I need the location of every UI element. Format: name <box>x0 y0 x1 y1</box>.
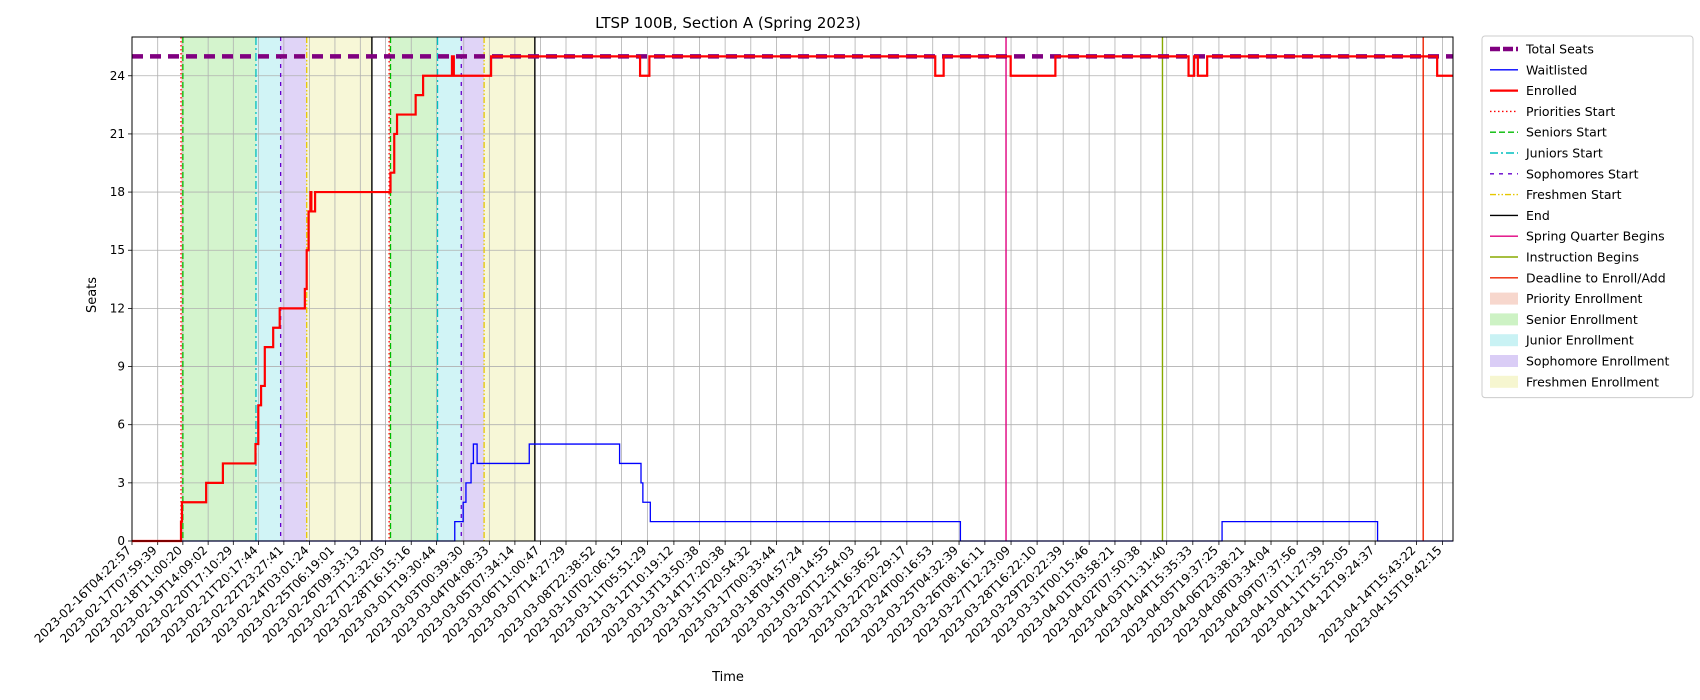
legend-swatch <box>1490 334 1518 347</box>
legend-label: Priority Enrollment <box>1526 291 1643 306</box>
y-tick-label: 15 <box>110 243 125 257</box>
legend-label: Senior Enrollment <box>1526 312 1638 327</box>
legend-swatch <box>1490 292 1518 305</box>
x-axis-title: Time <box>711 670 744 685</box>
period-band <box>390 37 438 541</box>
period-band <box>484 37 535 541</box>
legend-label: Juniors Start <box>1525 146 1603 161</box>
legend-label: Junior Enrollment <box>1525 333 1634 348</box>
series-line <box>132 443 1453 542</box>
legend-swatch <box>1490 355 1518 367</box>
legend-label: Instruction Begins <box>1526 250 1639 265</box>
legend-label: Spring Quarter Begins <box>1526 229 1665 244</box>
y-axis-title: Seats <box>85 277 100 313</box>
y-tick-label: 21 <box>110 127 125 141</box>
period-band <box>461 37 485 541</box>
period-band <box>180 37 183 541</box>
y-tick-label: 3 <box>117 476 125 490</box>
legend-box <box>1481 35 1694 399</box>
plot-area: 2023-02-16T04:22:572023-02-17T07:59:3920… <box>32 36 1454 646</box>
legend-label: Freshmen Start <box>1526 187 1622 202</box>
chart-title: LTSP 100B, Section A (Spring 2023) <box>595 14 861 32</box>
period-band <box>306 37 372 541</box>
legend-label: Sophomore Enrollment <box>1526 354 1670 369</box>
legend-label: Freshmen Enrollment <box>1526 374 1659 389</box>
y-tick-label: 18 <box>110 185 125 199</box>
legend-label: Enrolled <box>1526 83 1577 98</box>
legend-label: Seniors Start <box>1526 125 1607 140</box>
y-tick-label: 12 <box>110 301 125 315</box>
plot-frame <box>131 36 1454 542</box>
y-tick-label: 24 <box>110 69 125 83</box>
legend-label: Priorities Start <box>1526 104 1615 119</box>
period-band <box>255 37 281 541</box>
legend-swatch <box>1490 375 1518 388</box>
legend-label: End <box>1526 208 1550 223</box>
legend-swatch <box>1490 313 1518 326</box>
period-band <box>182 37 256 541</box>
legend-label: Total Seats <box>1525 42 1594 57</box>
legend-label: Deadline to Enroll/Add <box>1526 270 1666 285</box>
legend-label: Sophomores Start <box>1526 166 1639 181</box>
y-tick-label: 6 <box>117 418 125 432</box>
y-tick-label: 9 <box>117 360 125 374</box>
y-tick-label: 0 <box>117 534 125 548</box>
series-line <box>132 55 1453 543</box>
legend-label: Waitlisted <box>1526 62 1588 77</box>
period-band <box>280 37 307 541</box>
period-band <box>437 37 462 541</box>
legend: Total Seats Waitlisted Enrolled Priorities … <box>1481 35 1694 399</box>
period-band <box>389 37 391 541</box>
